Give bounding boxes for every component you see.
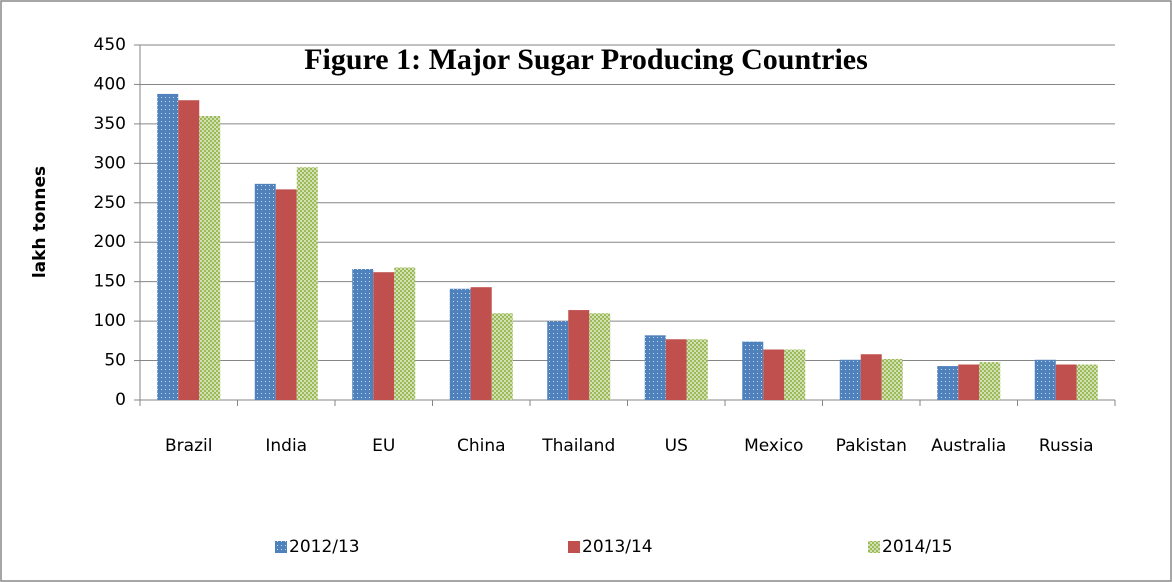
bar [491,313,513,400]
legend-swatch [868,541,880,553]
y-tick-label: 300 [94,153,126,173]
bar [199,116,221,400]
y-tick-label: 100 [94,311,126,331]
bar [686,339,708,400]
legend-label: 2014/15 [882,537,953,557]
bar [449,288,471,400]
chart-title: Figure 1: Major Sugar Producing Countrie… [304,43,868,76]
bar [296,167,318,400]
bar [839,359,861,400]
bar [979,362,1001,400]
y-tick-label: 0 [115,390,126,410]
bar [157,93,179,401]
bar [1034,359,1056,400]
y-tick-label: 450 [94,35,126,55]
bar [937,366,959,400]
x-tick-label: US [665,436,688,456]
x-tick-label: EU [372,436,395,456]
bar [568,310,590,400]
y-tick-label: 200 [94,232,126,252]
legend-label: 2012/13 [289,537,360,557]
y-tick-label: 150 [94,272,126,292]
bar [958,364,980,400]
bar [547,321,569,400]
bar [860,354,882,400]
x-tick-label: China [457,436,506,456]
x-tick-label: Russia [1039,436,1094,456]
bar [352,269,374,400]
bar [763,349,785,400]
x-tick-label: Thailand [541,436,615,456]
bar [470,287,492,400]
bar [742,341,764,400]
bar [1076,364,1098,400]
x-tick-label: Mexico [744,436,803,456]
legend-label: 2013/14 [582,537,653,557]
x-tick-label: Pakistan [836,436,907,456]
bar [178,100,200,400]
x-tick-label: Brazil [165,436,212,456]
bar [394,267,416,400]
y-tick-label: 350 [94,114,126,134]
bar [589,313,611,400]
bar [373,272,395,400]
y-axis-label: lakh tonnes [30,166,50,278]
x-tick-label: India [265,436,307,456]
bar [881,358,903,400]
bar [1055,364,1077,400]
x-tick-label: Australia [931,436,1006,456]
y-tick-label: 250 [94,193,126,213]
legend-swatch [568,541,580,553]
bar [254,183,276,400]
bar [665,339,687,400]
bar [784,349,806,400]
y-tick-label: 50 [104,351,126,371]
bar [275,189,297,400]
legend-swatch [275,541,287,553]
bar [644,335,666,400]
y-tick-label: 400 [94,74,126,94]
